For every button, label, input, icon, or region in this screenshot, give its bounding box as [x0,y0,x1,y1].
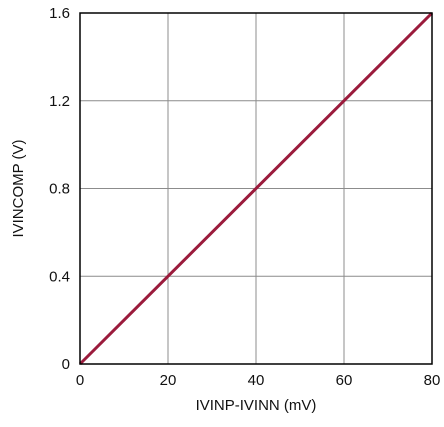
x-tick-labels: 0 20 40 60 80 [76,372,441,389]
series-layer [78,11,434,366]
y-tick-labels: 0 0.4 0.8 1.2 1.6 [49,5,70,373]
y-tick-label: 0.4 [49,268,70,285]
y-tick-label: 1.2 [49,93,70,110]
y-tick-label: 0.8 [49,181,70,198]
x-tick-label: 40 [248,372,265,389]
y-tick-label: 0 [62,356,70,373]
plot-frame [79,12,433,365]
x-tick-label: 80 [424,372,441,389]
x-axis-title: IVINP-IVINN (mV) [196,397,317,414]
x-tick-label: 60 [336,372,353,389]
x-tick-label: 20 [160,372,177,389]
y-tick-label: 1.6 [49,5,70,22]
series-line-0 [78,11,434,366]
x-tick-label: 0 [76,372,84,389]
y-axis-title: IVINCOMP (V) [10,139,27,237]
